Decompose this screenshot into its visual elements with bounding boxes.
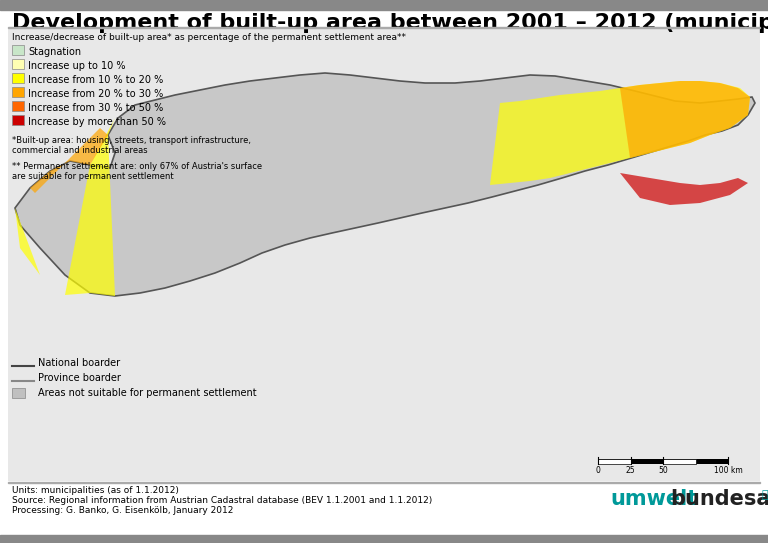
Text: Stagnation: Stagnation bbox=[28, 47, 81, 57]
Bar bbox=[0, 0, 768, 10]
Bar bbox=[0, 535, 768, 543]
Bar bbox=[12, 45, 24, 55]
Bar bbox=[663, 459, 696, 464]
Bar bbox=[12, 101, 24, 111]
Bar bbox=[598, 459, 631, 464]
Bar bbox=[12, 388, 25, 398]
Text: Increase up to 10 %: Increase up to 10 % bbox=[28, 61, 125, 71]
Polygon shape bbox=[15, 118, 115, 296]
Text: Areas not suitable for permanent settlement: Areas not suitable for permanent settlem… bbox=[38, 388, 257, 398]
Text: Increase/decrease of built-up area* as percentage of the permanent settlement ar: Increase/decrease of built-up area* as p… bbox=[12, 33, 406, 42]
Text: Development of built-up area between 2001 – 2012 (municipalities): Development of built-up area between 200… bbox=[12, 13, 768, 33]
Text: umwelt: umwelt bbox=[610, 489, 697, 509]
Bar bbox=[12, 87, 24, 97]
Text: Province boarder: Province boarder bbox=[38, 373, 121, 383]
Text: Increase from 30 % to 50 %: Increase from 30 % to 50 % bbox=[28, 103, 164, 113]
Text: ** Permanent settlement are: only 67% of Austria's surface
are suitable for perm: ** Permanent settlement are: only 67% of… bbox=[12, 162, 262, 181]
Text: 50: 50 bbox=[658, 466, 668, 475]
Text: *Built-up area: housing, streets, transport infrastructure,
commercial and indus: *Built-up area: housing, streets, transp… bbox=[12, 136, 251, 155]
Polygon shape bbox=[620, 81, 750, 158]
Bar bbox=[8, 29, 760, 481]
Text: Increase from 10 % to 20 %: Increase from 10 % to 20 % bbox=[28, 75, 164, 85]
Text: bundesamt: bundesamt bbox=[670, 489, 768, 509]
Text: Source: Regional information from Austrian Cadastral database (BEV 1.1.2001 and : Source: Regional information from Austri… bbox=[12, 496, 432, 505]
Text: 25: 25 bbox=[626, 466, 635, 475]
Text: 0: 0 bbox=[595, 466, 601, 475]
Text: Increase from 20 % to 30 %: Increase from 20 % to 30 % bbox=[28, 89, 164, 99]
Text: National boarder: National boarder bbox=[38, 358, 120, 368]
Polygon shape bbox=[620, 173, 748, 205]
Polygon shape bbox=[30, 128, 108, 193]
Text: Ⓡ: Ⓡ bbox=[762, 490, 768, 500]
Bar bbox=[12, 59, 24, 69]
Bar bbox=[8, 482, 760, 483]
Bar bbox=[12, 115, 24, 125]
Bar bbox=[8, 27, 760, 28]
Text: Processing: G. Banko, G. Eisenkölb, January 2012: Processing: G. Banko, G. Eisenkölb, Janu… bbox=[12, 506, 233, 515]
Text: Units: municipalities (as of 1.1.2012): Units: municipalities (as of 1.1.2012) bbox=[12, 486, 179, 495]
Bar bbox=[598, 459, 728, 464]
Polygon shape bbox=[15, 73, 755, 296]
Bar bbox=[12, 73, 24, 83]
Text: Increase by more than 50 %: Increase by more than 50 % bbox=[28, 117, 166, 127]
Text: 100 km: 100 km bbox=[713, 466, 743, 475]
Polygon shape bbox=[490, 81, 750, 185]
